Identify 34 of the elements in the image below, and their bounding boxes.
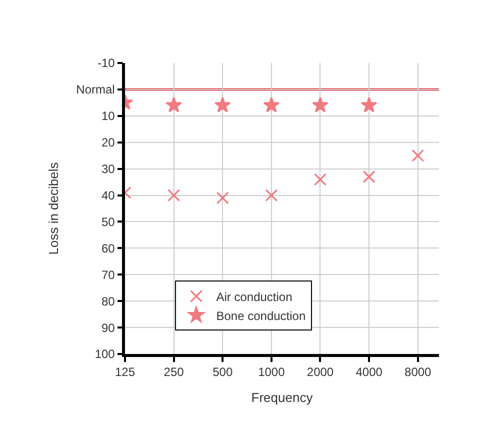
x-axis-title: Frequency [251,390,314,405]
point [412,149,424,162]
y-tick-label: Normal [76,82,115,97]
point [214,96,231,112]
x-tick-label: 4000 [356,365,383,380]
point [314,173,327,186]
point [166,96,182,112]
point [360,96,378,112]
x-tick-label: 125 [114,365,136,380]
y-tick-label: 70 [101,268,116,282]
legend-label: Air conduction [216,290,292,304]
y-tick-label: 40 [101,188,116,202]
point [216,192,229,204]
x-tick-label: 250 [164,365,184,380]
y-axis-title: Loss in decibels [46,162,62,255]
x-tick-label: 8000 [404,365,432,380]
y-tick-label: 10 [101,109,116,124]
point [265,188,278,202]
x-tick-label: 1000 [258,365,286,380]
point [312,96,328,112]
y-tick-label: 20 [101,136,116,150]
x-tick-label: 2000 [306,365,334,380]
y-tick-label: 90 [101,320,116,335]
point [362,170,376,184]
y-tick-label: 80 [101,294,116,308]
y-tick-label: 50 [101,214,116,229]
y-tick-label: -10 [98,56,116,70]
y-tick-label: 100 [94,347,116,362]
y-tick-label: 60 [101,241,116,256]
legend-label: Bone conduction [216,308,306,323]
point [263,96,280,112]
point [168,188,180,202]
x-tick-label: 500 [212,365,233,380]
y-tick-label: 30 [101,162,116,176]
